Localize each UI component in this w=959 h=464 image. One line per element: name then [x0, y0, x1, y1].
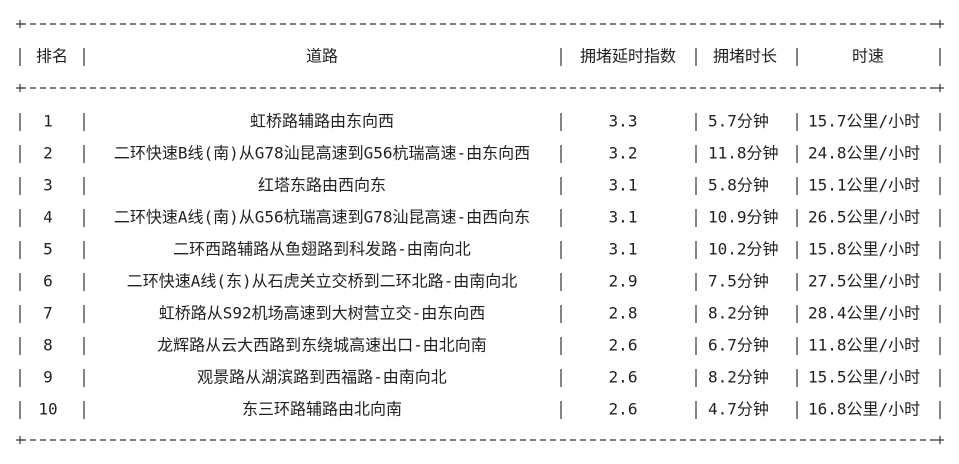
table-cell: 红塔东路由西向东 [258, 176, 386, 195]
table-cell: 5.8分钟 [708, 176, 769, 195]
header-cell: 排名 [36, 47, 68, 66]
table-cell: 8 [43, 336, 53, 355]
table-cell: 3 [43, 176, 53, 195]
table-cell: 3.3 [609, 112, 638, 131]
table-cell: 10 [38, 400, 57, 419]
table-cell: 龙辉路从云大西路到东绕城高速出口-由北向南 [157, 336, 487, 355]
table-cell: 2.8 [609, 304, 638, 323]
table-cell: 1 [43, 112, 53, 131]
table-cell: 2.6 [609, 368, 638, 387]
table-cell: 5.7分钟 [708, 112, 769, 131]
table-cell: 2.6 [609, 400, 638, 419]
table-cell: 15.5公里/小时 [808, 368, 920, 387]
table-cell: 10.2分钟 [708, 240, 779, 259]
table-cell: 24.8公里/小时 [808, 144, 920, 163]
table-cell: 16.8公里/小时 [808, 400, 920, 419]
table-cell: 虹桥路从S92机场高速到大树营立交-由东向西 [159, 304, 486, 323]
table-cell: 8.2分钟 [708, 304, 769, 323]
table-cell: 3.1 [609, 240, 638, 259]
table-cell: 28.4公里/小时 [808, 304, 920, 323]
table-cell: 观景路从湖滨路到西福路-由南向北 [197, 368, 447, 387]
table-cell: 15.7公里/小时 [808, 112, 920, 131]
table-cell: 15.8公里/小时 [808, 240, 920, 259]
table-cell: 3.2 [609, 144, 638, 163]
table-cell: 2.6 [609, 336, 638, 355]
header-cell: 拥堵延时指数 [580, 47, 676, 66]
table-cell: 4.7分钟 [708, 400, 769, 419]
table-cell: 26.5公里/小时 [808, 208, 920, 227]
table-cell: 11.8公里/小时 [808, 336, 920, 355]
header-cell: 拥堵时长 [713, 47, 777, 66]
table-cell: 11.8分钟 [708, 144, 779, 163]
table-cell: 虹桥路辅路由东向西 [250, 112, 394, 131]
header-cell: 道路 [306, 47, 338, 66]
header-cell: 时速 [852, 47, 884, 66]
table-cell: 8.2分钟 [708, 368, 769, 387]
table-cell: 2.9 [609, 272, 638, 291]
table-cell: 5 [43, 240, 53, 259]
table-cell: 4 [43, 208, 53, 227]
table-cell: 6 [43, 272, 53, 291]
table-cell: 27.5公里/小时 [808, 272, 920, 291]
table-cell: 2 [43, 144, 53, 163]
table-cell: 二环快速A线(东)从石虎关立交桥到二环北路-由南向北 [127, 272, 518, 291]
table-cell: 7.5分钟 [708, 272, 769, 291]
table-cell: 二环快速B线(南)从G78汕昆高速到G56杭瑞高速-由东向西 [114, 144, 530, 163]
table-cell: 10.9分钟 [708, 208, 779, 227]
table-cell: 9 [43, 368, 53, 387]
table-cell: 7 [43, 304, 53, 323]
table-cell: 东三环路辅路由北向南 [242, 400, 402, 419]
table-cell: 3.1 [609, 208, 638, 227]
table-cell: 二环快速A线(南)从G56杭瑞高速到G78汕昆高速-由西向东 [114, 208, 530, 227]
table-cell: 3.1 [609, 176, 638, 195]
table-cell: 15.1公里/小时 [808, 176, 920, 195]
table-cell: 二环西路辅路从鱼翅路到科发路-由南向北 [173, 240, 471, 259]
table-cell: 6.7分钟 [708, 336, 769, 355]
